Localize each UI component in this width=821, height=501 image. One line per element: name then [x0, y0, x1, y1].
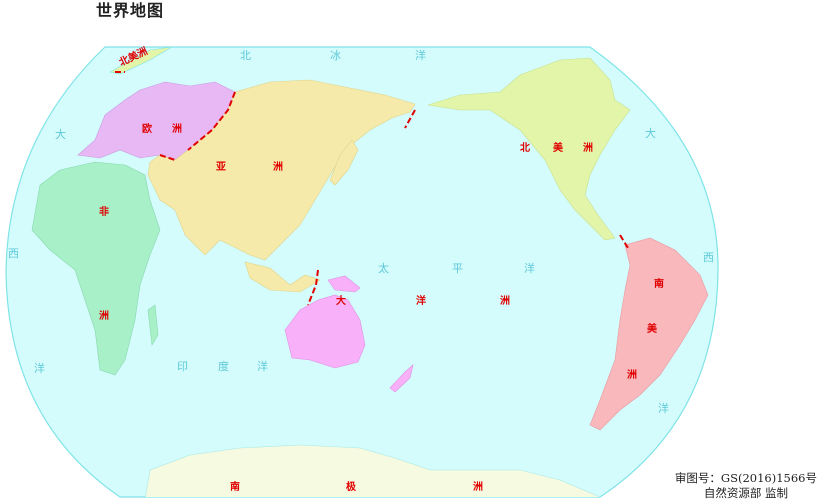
antarctica-label-3: 洲 — [473, 481, 483, 493]
madagascar — [147, 304, 159, 346]
atlantic-east-label-2: 西 — [703, 251, 714, 264]
asia-label-2: 洲 — [273, 161, 283, 173]
oceania-label-2: 洋 — [416, 294, 426, 307]
africa-label-2: 洲 — [99, 310, 109, 322]
europe-label-2: 洲 — [172, 123, 182, 135]
north-america-label-1: 北 — [520, 141, 530, 154]
indian-ocean-label-2: 度 — [218, 359, 229, 373]
approval-number: 审图号：GS(2016)1566号 — [674, 471, 817, 485]
pacific-ocean-label-1: 太 — [378, 262, 389, 275]
south-america-label-2: 美 — [647, 322, 658, 335]
continent-boundary-lines — [115, 71, 629, 306]
authority: 自然资源部 监制 — [703, 486, 789, 500]
japan — [329, 139, 359, 186]
antarctica-label-1: 南 — [230, 480, 240, 493]
antarctica-label-2: 极 — [346, 480, 357, 493]
pacific-ocean-label-2: 平 — [452, 262, 463, 275]
south-america-label-1: 南 — [654, 277, 664, 290]
atlantic-west-label-1: 大 — [55, 127, 66, 141]
north-america-label-3: 洲 — [583, 142, 593, 154]
asia-label-1: 亚 — [216, 161, 226, 173]
indian-ocean-label-1: 印 — [177, 360, 188, 373]
atlantic-west-label-2: 西 — [8, 247, 19, 260]
north-america-label-2: 美 — [553, 141, 564, 154]
asia-landmass — [147, 79, 416, 261]
africa-label-1: 非 — [99, 205, 109, 218]
arctic-ocean-label-2: 冰 — [330, 49, 341, 62]
north-america-landmass — [427, 57, 631, 241]
arctic-ocean-label-1: 北 — [240, 49, 251, 62]
africa-landmass — [31, 161, 161, 376]
atlantic-west-label-3: 洋 — [34, 361, 45, 375]
new-guinea — [327, 275, 361, 293]
map-credit: 审图号：GS(2016)1566号 自然资源部 监制 — [675, 471, 817, 501]
australia — [284, 294, 366, 369]
pacific-ocean-label-3: 洋 — [524, 261, 535, 275]
indian-ocean-label-3: 洋 — [257, 359, 268, 373]
arctic-ocean-label-3: 洋 — [415, 48, 426, 62]
greenland — [109, 47, 173, 75]
atlantic-east-label-1: 大 — [645, 126, 656, 140]
oceania-label-1: 大 — [336, 294, 346, 307]
antarctica — [144, 444, 601, 497]
map-title: 世界地图 — [96, 1, 165, 20]
new-zealand — [389, 364, 414, 393]
atlantic-east-label-3: 洋 — [658, 401, 669, 415]
europe-label-1: 欧 — [142, 122, 152, 135]
oceania-label-3: 洲 — [500, 295, 510, 307]
southeast-asia-islands — [244, 261, 321, 293]
south-america-landmass — [589, 237, 709, 431]
south-america-label-3: 洲 — [627, 369, 637, 381]
